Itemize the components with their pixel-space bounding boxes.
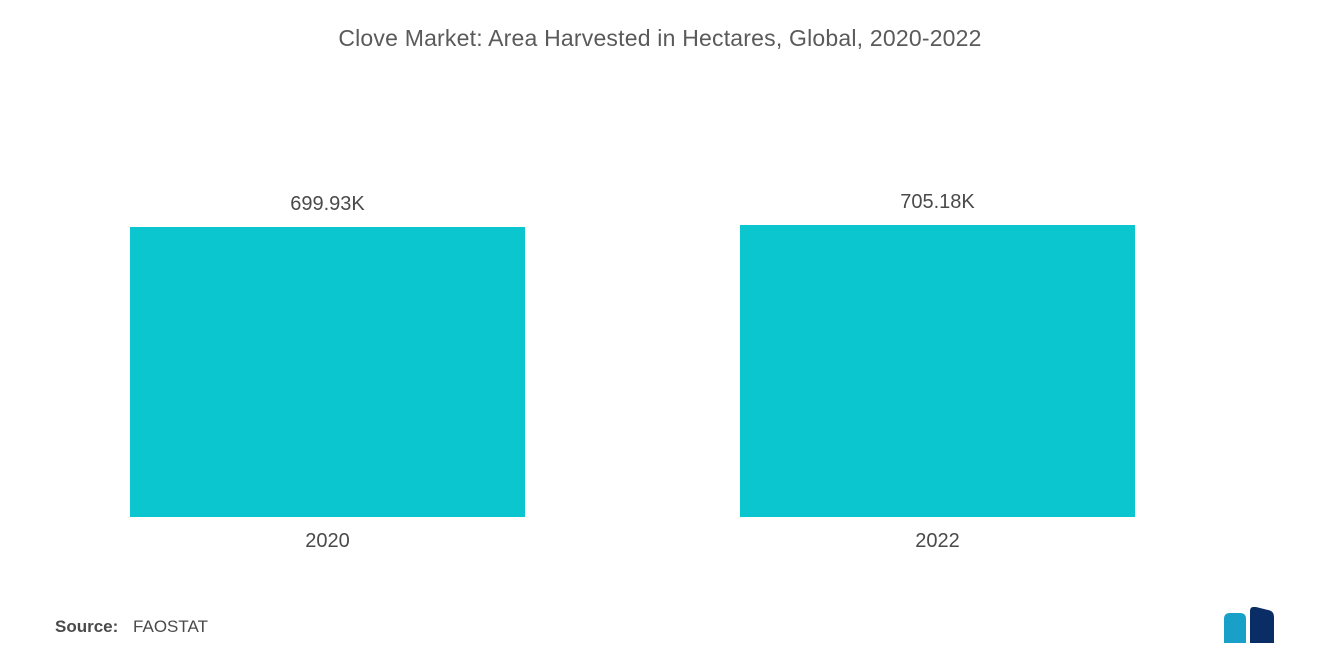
chart-container: Clove Market: Area Harvested in Hectares…	[0, 0, 1320, 665]
source-label: Source:	[55, 617, 118, 636]
bar-fill	[130, 227, 525, 517]
chart-title: Clove Market: Area Harvested in Hectares…	[50, 25, 1270, 52]
bar-category-label: 2020	[130, 530, 525, 553]
source-attribution: Source: FAOSTAT	[55, 617, 208, 637]
bar-value-label: 699.93K	[130, 193, 525, 216]
brand-logo-icon	[1220, 607, 1280, 647]
bar-fill	[740, 225, 1135, 517]
bar-2020: 699.93K 2020	[130, 227, 525, 517]
plot-area: 699.93K 2020 705.18K 2022	[50, 112, 1270, 562]
bar-category-label: 2022	[740, 530, 1135, 553]
source-value: FAOSTAT	[133, 617, 208, 636]
bar-value-label: 705.18K	[740, 191, 1135, 214]
bar-2022: 705.18K 2022	[740, 225, 1135, 517]
